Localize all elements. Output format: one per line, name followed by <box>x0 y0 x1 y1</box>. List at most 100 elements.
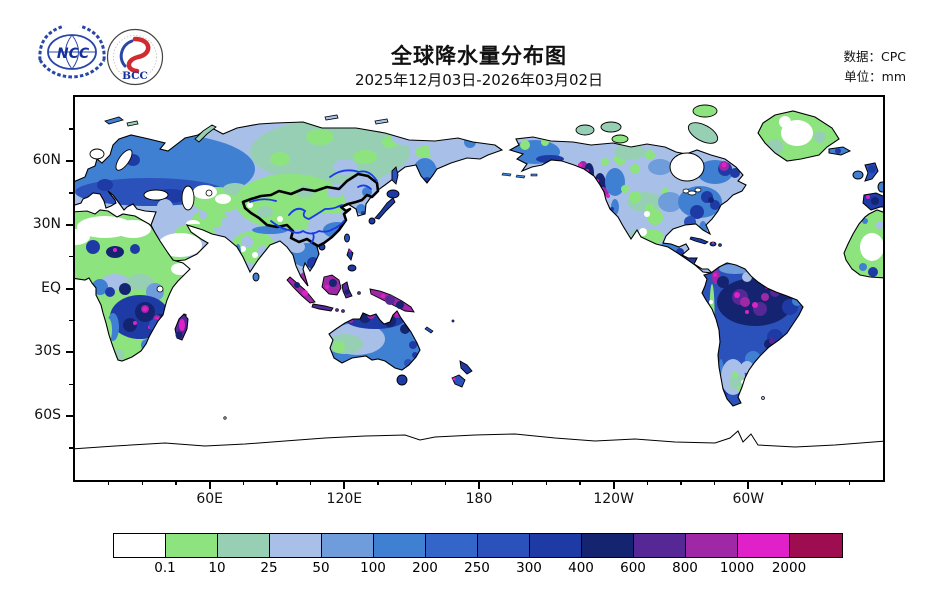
svalbard-2 <box>126 120 139 127</box>
aral-sea <box>205 189 213 197</box>
date-range: 2025年12月03日-2026年03月02日 <box>354 71 604 89</box>
black-sea <box>143 189 169 201</box>
colorbar-level-250: 250 <box>464 560 490 576</box>
bcc-ring-text-hint <box>113 35 157 79</box>
lesser-sunda-1 <box>335 308 339 312</box>
sumatra-magenta <box>302 290 308 296</box>
australia-precip-fill <box>329 311 420 370</box>
colorbar-cell-2 <box>218 534 270 557</box>
moluccas <box>357 291 361 295</box>
ncc-logo: NCC <box>38 24 106 79</box>
colorbar-level-0.1: 0.1 <box>154 560 176 576</box>
precipitation-colorbar <box>113 533 843 558</box>
lat-label-60S: 60S <box>34 407 61 424</box>
sulawesi-dark <box>344 289 350 295</box>
kerguelen-dot <box>223 416 227 420</box>
south-america-precip-fill <box>702 263 803 406</box>
china-rivers <box>249 169 378 244</box>
new-guinea-dark <box>396 301 404 309</box>
madagascar-magenta <box>179 319 185 331</box>
lon-label-180: 180 <box>465 491 493 507</box>
west-africa-wrap-fill <box>844 210 886 278</box>
luzon <box>346 248 354 261</box>
bcc-swirl-blue <box>119 39 134 68</box>
fiji-dot <box>451 319 455 323</box>
lat-label-60N: 60N <box>32 151 61 168</box>
unit-label: 单位：mm <box>844 69 906 84</box>
sumatra <box>286 276 316 304</box>
colorbar-cell-7 <box>478 534 530 557</box>
france-wrap <box>877 181 887 193</box>
colorbar-level-200: 200 <box>412 560 438 576</box>
new-siberian-islands <box>374 118 389 125</box>
colorbar-level-50: 50 <box>312 560 330 576</box>
colorbar-level-1000: 1000 <box>719 560 755 576</box>
honshu <box>374 197 396 220</box>
ncc-wreath-left <box>38 24 65 61</box>
bcc-logo-text: BCC <box>122 70 148 82</box>
novaya-zemlya <box>194 124 217 143</box>
colorbar-cell-3 <box>270 534 322 557</box>
sri-lanka <box>252 272 260 282</box>
lon-label-120W: 120W <box>593 491 634 507</box>
hokkaido <box>386 189 400 199</box>
lon-label-60E: 60E <box>196 491 223 507</box>
tasmania <box>396 374 408 386</box>
aleutian-2 <box>515 174 526 179</box>
great-lake-1 <box>682 188 690 194</box>
colorbar-level-400: 400 <box>568 560 594 576</box>
songhua-river <box>357 184 372 190</box>
bcc-logo: BCC <box>106 28 164 86</box>
new-caledonia <box>424 326 434 334</box>
madagascar-dark <box>175 331 183 339</box>
taiwan <box>344 233 350 243</box>
caspian-sea <box>181 185 195 211</box>
new-guinea-purple <box>385 295 395 305</box>
falklands-dot <box>761 396 765 400</box>
north-sea <box>89 148 105 160</box>
arctic-island-2 <box>600 121 622 133</box>
colorbar-cell-9 <box>582 534 634 557</box>
victoria-island <box>611 134 629 144</box>
colorbar-cell-13 <box>790 534 842 557</box>
borneo-dark <box>329 279 337 287</box>
baffin-island <box>687 122 719 144</box>
colorbar-cell-1 <box>166 534 218 557</box>
ncc-logo-text: NCC <box>57 46 90 62</box>
kyushu <box>368 217 376 225</box>
hispaniola-magenta <box>712 242 714 244</box>
data-source-label: 数据：CPC <box>843 49 907 64</box>
yangtze-river <box>270 220 345 235</box>
colorbar-level-600: 600 <box>620 560 646 576</box>
colorbar-cell-12 <box>738 534 790 557</box>
new-zealand-south <box>451 374 466 388</box>
luzon-magenta-dot <box>348 249 352 253</box>
colorbar-level-800: 800 <box>672 560 698 576</box>
bcc-swirl-icon <box>126 36 151 74</box>
mindanao <box>347 264 357 272</box>
aleutian-1 <box>501 172 512 177</box>
puerto-rico <box>718 243 722 247</box>
colorbar-cell-8 <box>530 534 582 557</box>
nz-magenta-dot <box>452 377 456 381</box>
hudson-bay <box>669 152 705 182</box>
map-frame <box>70 95 888 484</box>
colorbar-cell-10 <box>634 534 686 557</box>
yangtze-tributary <box>310 232 315 244</box>
colorbar-cell-4 <box>322 534 374 557</box>
iberia-dark-blob <box>871 197 879 205</box>
lesser-sunda-2 <box>341 309 345 313</box>
new-guinea-magenta <box>381 294 385 298</box>
north-america-precip-fill <box>510 137 746 273</box>
antarctica-coastline <box>70 430 888 484</box>
colorbar-cell-0 <box>114 534 166 557</box>
page-title: 全球降水量分布图 <box>391 44 567 68</box>
banks-island <box>575 124 595 136</box>
lake-victoria <box>156 285 164 293</box>
cuba <box>689 236 709 245</box>
severnaya-zemlya <box>324 114 339 121</box>
svalbard <box>104 116 124 125</box>
ncc-globe-meridians <box>48 34 96 70</box>
world-precipitation-map <box>70 104 888 484</box>
borneo-magenta <box>325 285 329 289</box>
